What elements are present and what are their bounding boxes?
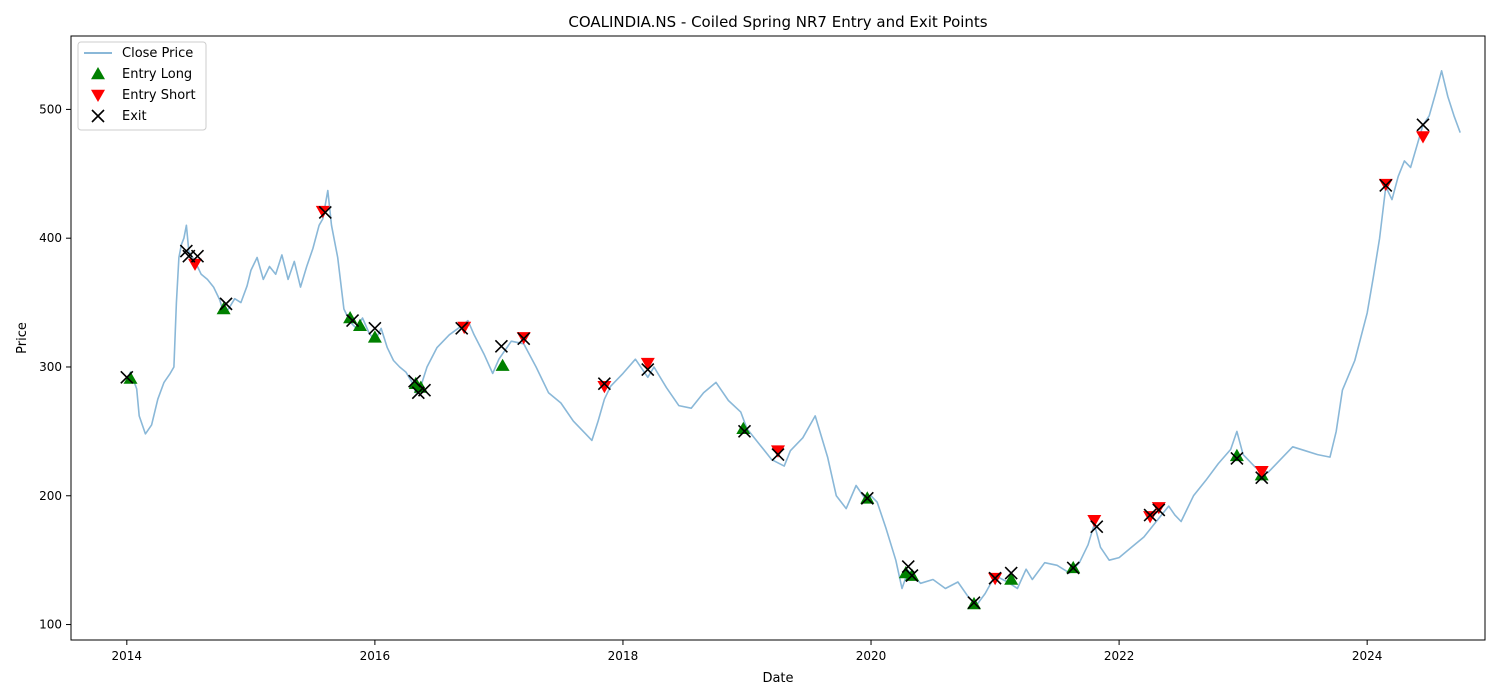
legend-item: Entry Long: [91, 67, 192, 82]
exit-marker: [455, 321, 469, 335]
legend-label: Entry Long: [122, 67, 192, 82]
exit-marker: [1416, 118, 1430, 132]
entry-short-marker: [771, 445, 785, 458]
legend-entry-short-swatch: [91, 89, 105, 102]
exit-marker: [771, 447, 785, 462]
y-tick-label: 300: [39, 360, 62, 374]
exit-marker: [190, 249, 205, 263]
x-axis-label: Date: [762, 671, 793, 686]
series-layer: [126, 70, 1461, 606]
exit-marker: [1004, 566, 1018, 580]
x-tick-label: 2024: [1352, 649, 1383, 663]
entry-long-marker: [736, 421, 751, 434]
markers-layer: [120, 118, 1430, 610]
exit-marker: [641, 362, 655, 377]
entry-short-marker: [1151, 502, 1166, 515]
y-axis-ticks: 100 200 300 400 500: [39, 102, 71, 632]
y-tick-label: 500: [39, 102, 62, 116]
entry-short-marker: [640, 357, 655, 371]
legend-exit-swatch: [91, 109, 105, 123]
x-tick-label: 2018: [608, 649, 639, 663]
exit-marker: [1379, 178, 1393, 192]
y-tick-label: 100: [39, 618, 62, 632]
exit-marker: [219, 297, 233, 311]
exit-marker: [494, 339, 508, 353]
x-tick-label: 2020: [856, 649, 887, 663]
exit-marker: [517, 332, 531, 346]
entry-short-marker: [315, 205, 330, 219]
x-axis-ticks: 2014 2016 2018 2020 2022 2024: [112, 640, 1383, 663]
entry-long-marker: [123, 371, 138, 384]
entry-short-marker: [1416, 131, 1430, 144]
entry-long-marker: [216, 302, 231, 315]
exit-marker: [1143, 508, 1157, 522]
exit-marker: [1230, 451, 1244, 465]
entry-long-marker: [1004, 572, 1019, 585]
exit-marker: [1152, 503, 1166, 517]
legend-box: [77, 41, 207, 131]
exit-marker: [1066, 561, 1080, 575]
exit-marker: [1255, 471, 1269, 485]
exit-marker: [905, 569, 919, 583]
exit-marker: [988, 571, 1002, 585]
x-tick-label: 2022: [1104, 649, 1135, 663]
plot-area: [71, 36, 1485, 640]
entry-short-marker: [1254, 466, 1269, 479]
plot-frame: [70, 35, 1486, 641]
legend-label: Close Price: [122, 46, 193, 61]
entry-long-marker: [1229, 448, 1244, 462]
close-price-line: [126, 70, 1461, 606]
exit-marker: [318, 205, 332, 220]
chart-title: COALINDIA.NS - Coiled Spring NR7 Entry a…: [568, 13, 987, 31]
exit-marker: [967, 596, 981, 610]
legend-entry-long-swatch: [91, 67, 105, 80]
legend-item: Entry Short: [91, 88, 196, 103]
legend-item: Exit: [91, 109, 147, 124]
legend-label: Entry Short: [122, 88, 196, 103]
entry-long-marker: [495, 358, 510, 371]
exit-marker: [901, 560, 915, 574]
exit-marker: [597, 377, 611, 391]
y-axis-label: Price: [15, 322, 30, 354]
entry-short-marker: [1087, 515, 1102, 528]
exit-marker: [120, 370, 134, 384]
exit-marker: [368, 321, 382, 335]
exit-marker: [860, 491, 874, 505]
y-tick-label: 200: [39, 489, 62, 503]
exit-marker: [417, 383, 432, 397]
exit-marker: [345, 314, 360, 328]
legend-item: Close Price: [84, 46, 193, 61]
exit-marker: [1090, 520, 1104, 534]
y-tick-label: 400: [39, 231, 62, 245]
exit-marker: [737, 424, 752, 438]
x-tick-label: 2014: [112, 649, 143, 663]
entry-short-marker: [597, 381, 612, 394]
entry-long-marker: [353, 318, 367, 331]
entry-short-marker: [457, 321, 472, 335]
x-tick-label: 2016: [360, 649, 391, 663]
legend-label: Exit: [122, 109, 147, 124]
legend: Close Price Entry Long Entry Short Exit: [77, 41, 207, 131]
entry-long-marker: [367, 330, 382, 343]
